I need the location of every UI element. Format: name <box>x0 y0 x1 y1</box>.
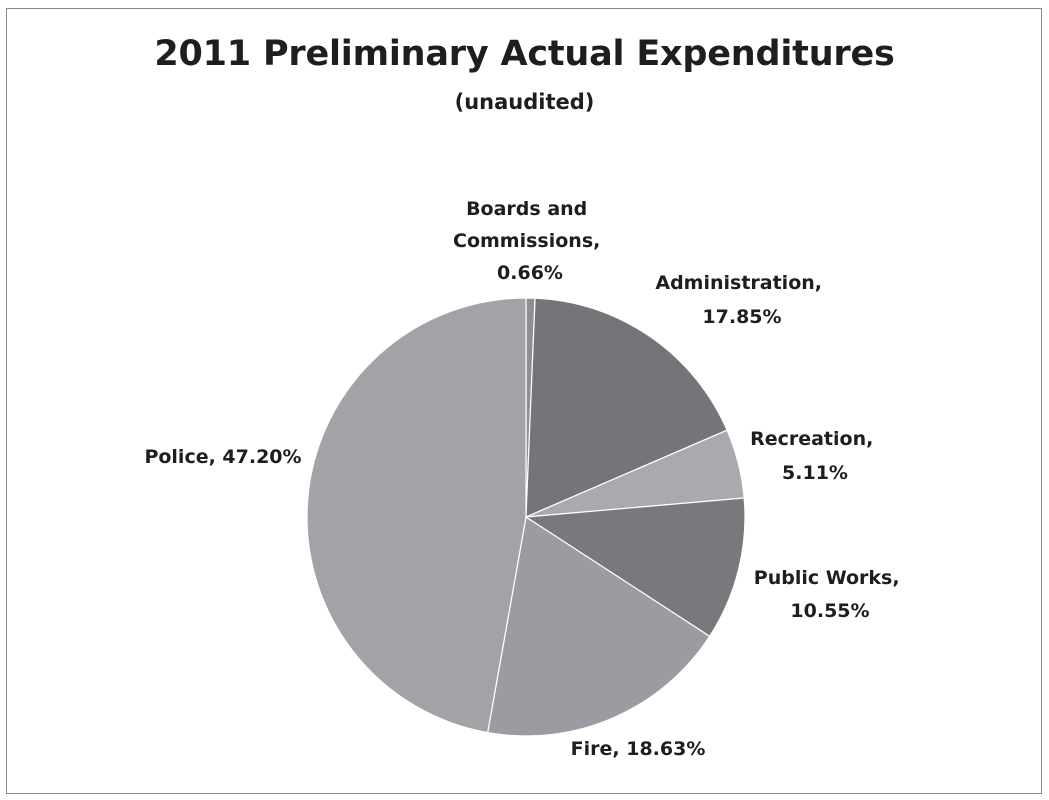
pie-slice-fire <box>486 516 711 737</box>
label-public-works: Public Works, 10.55% <box>754 567 906 622</box>
chart-subtitle: (unaudited) <box>454 90 595 114</box>
pie-labels: Boards and Commissions, 0.66% Administra… <box>144 198 906 760</box>
label-police: Police, 47.20% <box>144 446 301 468</box>
pie-slice-police <box>306 297 527 734</box>
pie-slice-administration <box>525 297 728 518</box>
pie-slice-public-works <box>524 497 746 638</box>
label-fire: Fire, 18.63% <box>571 738 706 760</box>
pie-slices <box>306 297 746 737</box>
label-recreation: Recreation, 5.11% <box>750 428 880 484</box>
chart-title: 2011 Preliminary Actual Expenditures <box>154 34 895 74</box>
label-boards-and-commissions: Boards and Commissions, 0.66% <box>453 198 607 284</box>
label-administration: Administration, 17.85% <box>655 272 828 328</box>
